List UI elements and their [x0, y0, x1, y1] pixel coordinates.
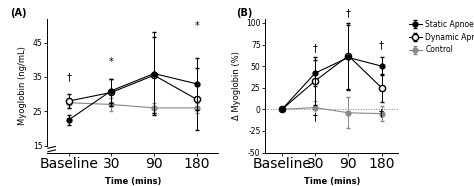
- X-axis label: Time (mins): Time (mins): [304, 177, 360, 186]
- Text: †: †: [379, 41, 384, 51]
- Legend: Static Apnoea, Dynamic Apnoea, Control: Static Apnoea, Dynamic Apnoea, Control: [409, 20, 474, 54]
- Text: †: †: [66, 72, 71, 82]
- Text: †: †: [313, 112, 318, 122]
- Y-axis label: Δ Myoglobin (%): Δ Myoglobin (%): [231, 51, 240, 120]
- Text: †: †: [313, 43, 318, 53]
- Text: *: *: [109, 57, 114, 67]
- Text: †: †: [379, 108, 384, 118]
- Y-axis label: Myoglobin (ng/mL): Myoglobin (ng/mL): [18, 46, 27, 125]
- Text: *: *: [194, 21, 199, 31]
- X-axis label: Time (mins): Time (mins): [105, 177, 161, 186]
- Text: (B): (B): [236, 8, 253, 18]
- Text: †: †: [346, 8, 351, 18]
- Text: (A): (A): [10, 8, 27, 18]
